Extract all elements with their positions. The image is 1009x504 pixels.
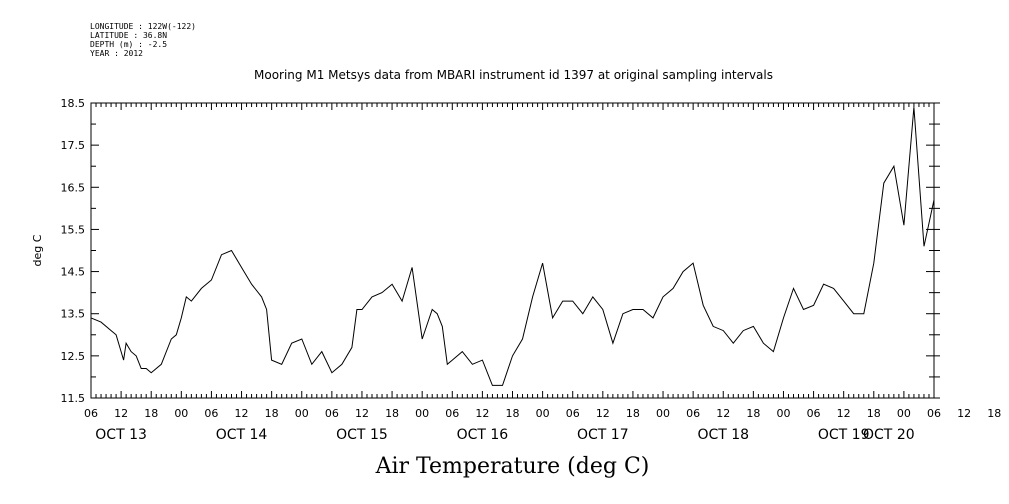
y-tick-label: 14.5	[61, 266, 86, 279]
x-hour-tick-label: 12	[837, 407, 851, 420]
y-tick-label: 12.5	[61, 350, 86, 363]
x-hour-tick-label: 00	[897, 407, 911, 420]
x-hour-tick-label: 12	[596, 407, 610, 420]
x-hour-tick-label: 00	[656, 407, 670, 420]
chart-title: Mooring M1 Metsys data from MBARI instru…	[254, 68, 773, 82]
plot-frame	[90, 102, 935, 399]
x-day-label: OCT 16	[457, 427, 509, 443]
x-day-label: OCT 15	[336, 427, 388, 443]
x-hour-tick-label: 12	[716, 407, 730, 420]
x-hour-tick-label: 00	[776, 407, 790, 420]
x-hour-tick-label: 18	[506, 407, 520, 420]
x-hour-tick-label: 00	[536, 407, 550, 420]
y-tick-label: 13.5	[61, 308, 86, 321]
x-hour-tick-label: 06	[566, 407, 580, 420]
x-axis-title-container: Air Temperature (deg C)	[0, 454, 1009, 479]
metadata-longitude: LONGITUDE : 122W(-122)	[90, 22, 196, 31]
metadata-depth: DEPTH (m) : -2.5	[90, 40, 168, 49]
x-hour-tick-label: 12	[235, 407, 249, 420]
x-hour-tick-label: 00	[174, 407, 188, 420]
x-hour-tick-label: 00	[295, 407, 309, 420]
x-hour-tick-label: 18	[144, 407, 158, 420]
y-tick-label: 11.5	[61, 392, 86, 405]
x-hour-tick-label: 18	[867, 407, 881, 420]
x-day-label: OCT 18	[697, 427, 749, 443]
x-hour-tick-label: 12	[355, 407, 369, 420]
x-hour-tick-label: 06	[686, 407, 700, 420]
x-hour-tick-label: 06	[445, 407, 459, 420]
x-day-label: OCT 14	[216, 427, 268, 443]
metadata-latitude: LATITUDE : 36.8N	[90, 31, 168, 40]
x-axis-title: Air Temperature (deg C)	[375, 454, 650, 479]
metadata-year: YEAR : 2012	[90, 49, 143, 58]
x-hour-tick-label: 06	[927, 407, 941, 420]
metadata-block: LONGITUDE : 122W(-122) LATITUDE : 36.8N …	[90, 22, 196, 58]
x-hour-tick-label: 06	[325, 407, 339, 420]
y-axis-label: deg C	[31, 234, 44, 266]
x-day-label: OCT 17	[577, 427, 629, 443]
x-hour-tick-label: 06	[204, 407, 218, 420]
air-temperature-line	[90, 107, 935, 386]
x-hour-tick-label: 12	[475, 407, 489, 420]
chart-title-container: Mooring M1 Metsys data from MBARI instru…	[0, 68, 1009, 82]
y-tick-label: 18.5	[61, 97, 86, 110]
x-hour-tick-label: 12	[957, 407, 971, 420]
x-day-label: OCT 19	[818, 427, 870, 443]
x-hour-tick-label: 06	[807, 407, 821, 420]
y-tick-label: 15.5	[61, 223, 86, 236]
y-tick-label: 16.5	[61, 181, 86, 194]
x-hour-tick-label: 18	[265, 407, 279, 420]
x-hour-tick-label: 00	[415, 407, 429, 420]
x-hour-tick-label: 18	[746, 407, 760, 420]
x-hour-tick-label: 06	[84, 407, 98, 420]
x-hour-tick-label: 12	[114, 407, 128, 420]
x-day-label: OCT 13	[95, 427, 147, 443]
x-hour-tick-label: 18	[987, 407, 1001, 420]
y-tick-label: 17.5	[61, 139, 86, 152]
x-day-label: OCT 20	[863, 427, 915, 443]
x-hour-tick-label: 18	[626, 407, 640, 420]
x-hour-tick-label: 18	[385, 407, 399, 420]
